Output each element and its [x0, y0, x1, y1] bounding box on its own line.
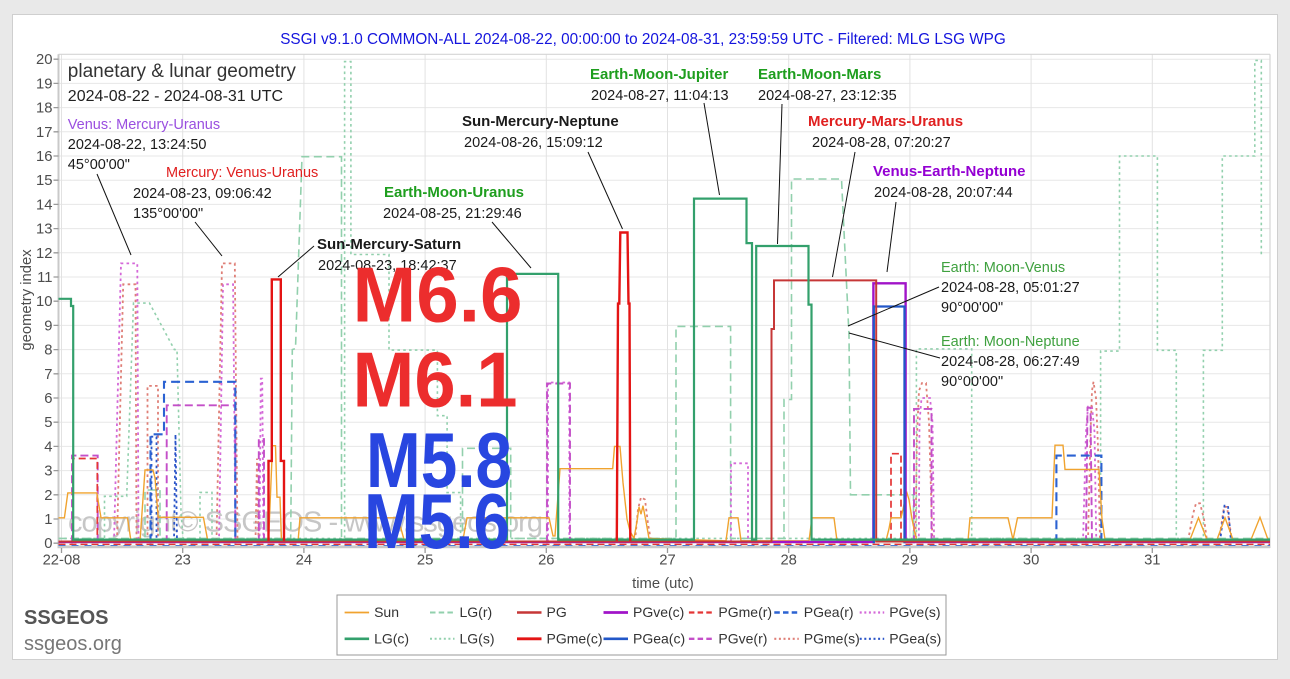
svg-text:15: 15 [36, 173, 52, 189]
svg-text:2024-08-28, 05:01:27: 2024-08-28, 05:01:27 [941, 280, 1080, 296]
svg-text:PGea(c): PGea(c) [633, 630, 685, 646]
svg-text:2024-08-28, 07:20:27: 2024-08-28, 07:20:27 [812, 135, 951, 151]
svg-text:2024-08-22 - 2024-08-31 UTC: 2024-08-22 - 2024-08-31 UTC [68, 88, 283, 105]
svg-text:M5.8: M5.8 [366, 416, 512, 504]
svg-text:SSGI v9.1.0 COMMON-ALL 2024-08: SSGI v9.1.0 COMMON-ALL 2024-08-22, 00:00… [280, 31, 1006, 48]
svg-text:PGve(r): PGve(r) [718, 630, 767, 646]
svg-text:2024-08-27, 11:04:13: 2024-08-27, 11:04:13 [591, 88, 729, 104]
svg-text:planetary & lunar geometry: planetary & lunar geometry [68, 61, 297, 82]
svg-text:2: 2 [44, 488, 52, 504]
svg-text:Earth: Moon-Neptune: Earth: Moon-Neptune [941, 334, 1080, 350]
svg-text:90°00'00": 90°00'00" [941, 300, 1003, 316]
svg-text:0: 0 [44, 536, 52, 552]
svg-text:PGme(s): PGme(s) [804, 630, 860, 646]
svg-text:Earth-Moon-Jupiter: Earth-Moon-Jupiter [590, 66, 728, 83]
svg-text:2024-08-26, 15:09:12: 2024-08-26, 15:09:12 [464, 135, 603, 151]
svg-text:PGve(c): PGve(c) [633, 604, 684, 620]
svg-text:PG: PG [547, 604, 567, 620]
svg-text:2024-08-22, 13:24:50: 2024-08-22, 13:24:50 [68, 137, 207, 153]
svg-text:2024-08-27, 23:12:35: 2024-08-27, 23:12:35 [758, 88, 897, 104]
svg-text:M6.1: M6.1 [353, 336, 518, 424]
svg-text:24: 24 [296, 553, 312, 569]
svg-text:ssgeos.org: ssgeos.org [24, 633, 122, 655]
svg-text:8: 8 [44, 343, 52, 359]
svg-text:Mercury: Venus-Uranus: Mercury: Venus-Uranus [166, 165, 318, 181]
svg-text:M5.6: M5.6 [364, 477, 510, 565]
svg-text:PGme(r): PGme(r) [718, 604, 772, 620]
svg-text:SSGEOS: SSGEOS [24, 607, 108, 629]
svg-text:2024-08-28, 06:27:49: 2024-08-28, 06:27:49 [941, 354, 1080, 370]
svg-text:4: 4 [44, 439, 52, 455]
svg-text:31: 31 [1144, 553, 1160, 569]
svg-text:22-08: 22-08 [43, 553, 81, 569]
svg-text:LG(c): LG(c) [374, 630, 409, 646]
svg-text:Sun-Mercury-Saturn: Sun-Mercury-Saturn [317, 236, 461, 253]
svg-text:2024-08-25, 21:29:46: 2024-08-25, 21:29:46 [383, 206, 522, 222]
svg-text:23: 23 [174, 553, 190, 569]
svg-text:Sun: Sun [374, 604, 399, 620]
svg-text:2024-08-23, 18:42:37: 2024-08-23, 18:42:37 [318, 258, 457, 274]
svg-text:Earth: Moon-Venus: Earth: Moon-Venus [941, 260, 1065, 276]
svg-text:10: 10 [36, 294, 52, 310]
svg-text:12: 12 [36, 246, 52, 262]
svg-text:18: 18 [36, 101, 52, 117]
svg-text:PGea(r): PGea(r) [804, 604, 854, 620]
svg-text:geometry index: geometry index [19, 249, 35, 351]
svg-text:time (utc): time (utc) [632, 576, 694, 592]
svg-text:25: 25 [417, 553, 433, 569]
svg-text:Earth-Moon-Mars: Earth-Moon-Mars [758, 66, 881, 83]
svg-text:11: 11 [37, 270, 52, 286]
svg-text:9: 9 [44, 318, 52, 334]
svg-text:Mercury-Mars-Uranus: Mercury-Mars-Uranus [808, 113, 963, 130]
svg-text:19: 19 [36, 76, 52, 92]
svg-text:PGve(s): PGve(s) [889, 604, 940, 620]
svg-text:13: 13 [36, 222, 52, 238]
svg-text:28: 28 [780, 553, 796, 569]
svg-text:16: 16 [36, 149, 52, 165]
svg-text:27: 27 [659, 553, 675, 569]
svg-text:135°00'00": 135°00'00" [133, 206, 203, 222]
svg-text:1: 1 [44, 512, 52, 528]
svg-text:Venus: Mercury-Uranus: Venus: Mercury-Uranus [68, 117, 220, 133]
svg-text:6: 6 [44, 391, 52, 407]
svg-text:3: 3 [44, 464, 52, 480]
svg-text:Sun-Mercury-Neptune: Sun-Mercury-Neptune [462, 113, 619, 130]
svg-text:14: 14 [36, 197, 52, 213]
svg-text:2024-08-23, 09:06:42: 2024-08-23, 09:06:42 [133, 186, 272, 202]
svg-text:20: 20 [36, 52, 52, 68]
svg-text:Venus-Earth-Neptune: Venus-Earth-Neptune [873, 163, 1026, 180]
svg-text:PGea(s): PGea(s) [889, 630, 941, 646]
svg-text:45°00'00": 45°00'00" [68, 157, 130, 173]
svg-text:5: 5 [44, 415, 52, 431]
svg-text:LG(r): LG(r) [460, 604, 493, 620]
svg-text:Earth-Moon-Uranus: Earth-Moon-Uranus [384, 184, 524, 201]
svg-text:17: 17 [36, 125, 52, 141]
svg-text:2024-08-28, 20:07:44: 2024-08-28, 20:07:44 [874, 185, 1013, 201]
svg-text:29: 29 [902, 553, 918, 569]
svg-text:90°00'00": 90°00'00" [941, 374, 1003, 390]
svg-text:30: 30 [1023, 553, 1039, 569]
svg-text:26: 26 [538, 553, 554, 569]
svg-text:7: 7 [44, 367, 52, 383]
svg-text:LG(s): LG(s) [460, 630, 495, 646]
svg-text:PGme(c): PGme(c) [547, 630, 603, 646]
svg-text:M6.6: M6.6 [353, 251, 523, 339]
